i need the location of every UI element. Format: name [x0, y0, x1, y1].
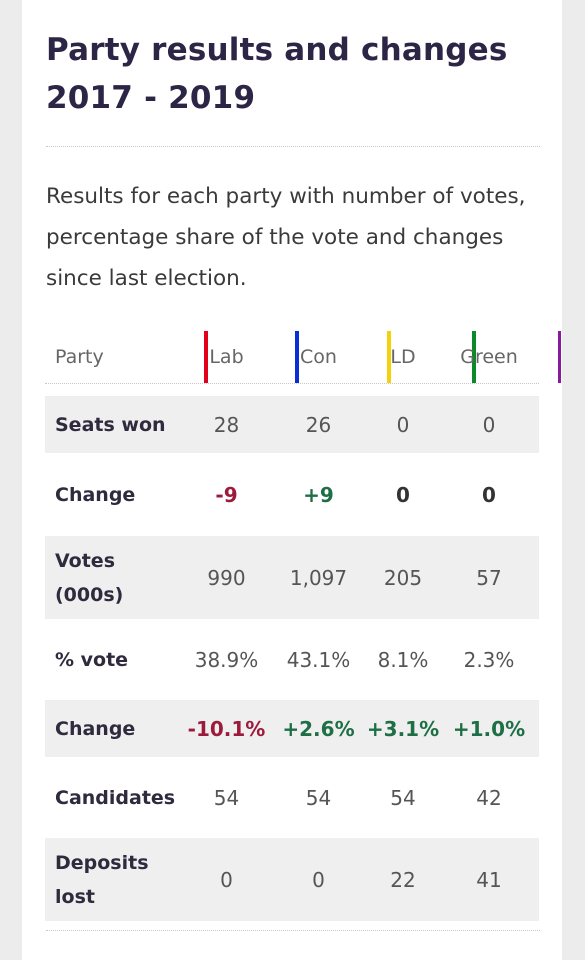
title-line-2: 2017 - 2019 — [46, 80, 256, 116]
table-header-row: Party Lab Con LD Green — [45, 331, 561, 384]
table-row-deposits-lost: Deposits lost 0 0 22 41 — [45, 838, 539, 921]
cell-ld: 8.1% — [377, 647, 429, 672]
row-label: Change — [55, 483, 136, 506]
cell-lab: -9 — [215, 482, 238, 507]
row-label: Votes (000s) — [55, 536, 185, 619]
party-color-bar-con — [295, 331, 299, 383]
header-party-lab: Lab — [209, 346, 244, 368]
party-color-bar-green — [472, 331, 476, 383]
row-label: Candidates — [55, 786, 176, 809]
table-row-candidates: Candidates 54 54 54 42 — [45, 757, 539, 838]
cell-lab: 990 — [207, 565, 246, 590]
cell-green: 41 — [476, 867, 502, 892]
cell-lab: 28 — [213, 412, 240, 437]
results-card: Party results and changes 2017 - 2019 Re… — [22, 0, 562, 960]
cell-lab: -10.1% — [187, 716, 266, 741]
table-row-seats-won: Seats won 28 26 0 0 — [45, 396, 539, 453]
cell-ld: +3.1% — [366, 716, 440, 741]
cell-green: 42 — [476, 785, 502, 810]
row-label: Deposits lost — [55, 838, 185, 921]
header-party-con: Con — [300, 346, 337, 368]
cell-con: 54 — [305, 785, 332, 810]
cell-ld: 205 — [383, 565, 423, 590]
table-row-seat-change: Change -9 +9 0 0 — [45, 453, 539, 536]
cell-ld: 0 — [396, 482, 410, 507]
header-party-ld: LD — [390, 346, 416, 368]
row-label: Seats won — [55, 413, 166, 436]
row-label: % vote — [55, 648, 129, 671]
cell-lab: 38.9% — [194, 647, 259, 672]
results-table: Party Lab Con LD Green Seats won 28 26 0… — [45, 331, 561, 921]
header-party-green: Green — [460, 346, 518, 368]
description: Results for each party with number of vo… — [46, 184, 526, 291]
cell-con: 43.1% — [286, 647, 351, 672]
table-row-votes: Votes (000s) 990 1,097 205 57 — [45, 536, 539, 619]
cell-con: +9 — [303, 482, 334, 507]
cell-lab: 0 — [220, 867, 233, 892]
cell-con: 1,097 — [289, 565, 348, 590]
cell-green: 0 — [482, 482, 496, 507]
row-label-line-2: lost — [55, 885, 95, 908]
cell-con: 0 — [312, 867, 325, 892]
cell-con: 26 — [305, 412, 332, 437]
bottom-divider — [46, 930, 540, 931]
row-label-line-2: (000s) — [55, 583, 124, 606]
page-title: Party results and changes 2017 - 2019 — [46, 26, 546, 122]
row-label-line-1: Votes — [55, 549, 115, 572]
title-line-1: Party results and changes — [46, 32, 508, 68]
row-label: Change — [55, 717, 136, 740]
cell-ld: 0 — [396, 412, 410, 437]
cell-ld: 22 — [390, 867, 416, 892]
title-divider — [46, 146, 540, 147]
row-label-line-1: Deposits — [55, 851, 149, 874]
party-color-bar-end — [558, 331, 561, 383]
cell-green: 2.3% — [463, 647, 515, 672]
cell-green: 57 — [476, 565, 502, 590]
cell-green: 0 — [482, 412, 496, 437]
header-label: Party — [55, 346, 104, 368]
cell-green: +1.0% — [452, 716, 526, 741]
cell-ld: 54 — [390, 785, 416, 810]
cell-lab: 54 — [213, 785, 240, 810]
table-row-vote-share: % vote 38.9% 43.1% 8.1% 2.3% — [45, 619, 539, 700]
table-row-share-change: Change -10.1% +2.6% +3.1% +1.0% — [45, 700, 539, 757]
cell-con: +2.6% — [282, 716, 355, 741]
party-color-bar-lab — [204, 331, 208, 383]
party-color-bar-ld — [387, 331, 391, 383]
